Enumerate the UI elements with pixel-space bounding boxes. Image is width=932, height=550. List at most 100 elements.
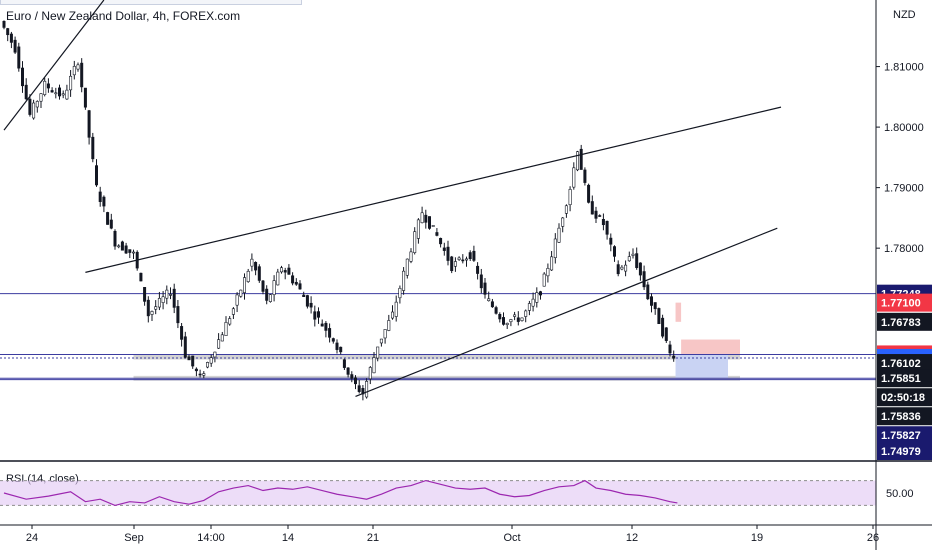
candle-body	[87, 110, 91, 138]
candle-body	[457, 257, 461, 260]
candle-body	[43, 80, 47, 95]
candle-body	[250, 258, 254, 267]
position-stop-zone-2[interactable]	[681, 339, 740, 355]
candle-body	[35, 101, 39, 108]
candle-body	[106, 212, 110, 225]
y-tick-label: 1.80000	[884, 122, 924, 134]
price-badge-label: 1.75827	[881, 430, 921, 442]
trendline-0[interactable]	[3, 0, 105, 131]
candle-body	[28, 98, 32, 115]
candle-body	[117, 245, 121, 248]
candle-body	[453, 261, 457, 267]
position-stop-zone[interactable]	[675, 302, 682, 322]
candle-body	[424, 214, 428, 223]
candle-body	[243, 277, 247, 293]
x-tick-label: 26	[867, 532, 879, 544]
candle-body	[169, 294, 173, 296]
candle-body	[13, 39, 17, 53]
y-tick-label: 1.81000	[884, 62, 924, 74]
candle-body	[542, 273, 546, 287]
candle-body	[587, 184, 591, 203]
candle-body	[490, 301, 494, 308]
y-tick-label: 1.78000	[884, 243, 924, 255]
candle-body	[316, 311, 320, 318]
candle-body	[572, 167, 576, 188]
candle-body	[254, 261, 258, 271]
candle-body	[231, 308, 235, 315]
candle-body	[672, 355, 676, 359]
candle-body	[372, 357, 376, 374]
candle-body	[387, 320, 391, 331]
candle-body	[442, 247, 446, 251]
candle-body	[535, 292, 539, 303]
candle-body	[187, 356, 191, 361]
candle-body	[365, 381, 369, 398]
x-tick-label: Sep	[124, 532, 144, 544]
candle-body	[335, 342, 339, 350]
candle-body	[531, 298, 535, 307]
candle-body	[261, 280, 265, 292]
candle-body	[446, 246, 450, 261]
candle-body	[331, 338, 335, 342]
candle-body	[165, 289, 169, 299]
candle-body	[379, 338, 383, 344]
candle-body	[209, 357, 213, 364]
candle-body	[398, 287, 402, 299]
candle-body	[302, 294, 306, 297]
price-badge-label: 1.77100	[881, 298, 921, 310]
x-tick-label: 21	[367, 532, 379, 544]
candle-body	[557, 227, 561, 243]
price-badge	[877, 312, 932, 331]
candle-body	[494, 307, 498, 314]
candle-body	[328, 328, 332, 338]
candle-body	[538, 291, 542, 296]
candle-body	[279, 267, 283, 273]
candle-body	[368, 367, 372, 380]
candle-body	[520, 317, 524, 321]
candle-body	[579, 148, 583, 170]
candle-body	[427, 216, 431, 229]
price-badge-label: 02:50:18	[881, 392, 925, 404]
candle-body	[439, 237, 443, 245]
candle-body	[206, 362, 210, 368]
candle-body	[561, 217, 565, 227]
price-badge-label: 1.76783	[881, 317, 921, 329]
currency-label: NZD	[893, 9, 916, 21]
candle-body	[132, 251, 136, 254]
candle-body	[420, 212, 424, 224]
candle-body	[575, 151, 579, 171]
candle-body	[624, 264, 628, 272]
candle-body	[194, 368, 198, 372]
candle-body	[472, 250, 476, 261]
candle-body	[431, 225, 435, 227]
candle-body	[154, 306, 158, 310]
candle-body	[464, 258, 468, 261]
candle-body	[191, 355, 195, 367]
candle-body	[642, 271, 646, 288]
candle-body	[627, 256, 631, 262]
x-tick-label: 12	[626, 532, 638, 544]
candle-body	[128, 249, 132, 253]
candle-body	[524, 310, 528, 317]
candle-body	[46, 83, 50, 89]
candle-body	[346, 367, 350, 375]
candle-body	[98, 191, 102, 202]
candle-body	[246, 270, 250, 282]
candle-body	[102, 196, 106, 207]
trendline-2[interactable]	[355, 227, 778, 398]
x-tick-label: 14:00	[197, 532, 225, 544]
position-target-zone[interactable]	[675, 354, 728, 379]
candle-body	[235, 294, 239, 306]
candle-body	[228, 318, 232, 325]
candle-body	[435, 232, 439, 236]
candle-body	[638, 262, 642, 276]
candle-body	[516, 317, 520, 322]
candle-body	[609, 237, 613, 245]
candle-body	[268, 294, 272, 302]
y-tick-label: 1.79000	[884, 183, 924, 195]
candle-body	[661, 317, 665, 337]
candle-body	[180, 326, 184, 340]
candle-body	[402, 270, 406, 291]
trendline-1[interactable]	[85, 106, 782, 273]
